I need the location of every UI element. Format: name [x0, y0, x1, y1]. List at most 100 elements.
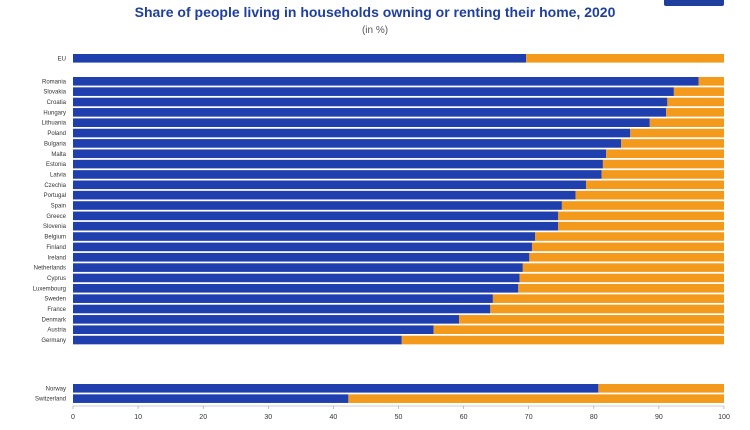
bar-tenant-romania: [698, 77, 724, 86]
x-tick-label: 20: [199, 414, 207, 421]
bar-owner-denmark: [73, 315, 460, 324]
chart-title: Share of people living in households own…: [134, 4, 616, 20]
bar-tenant-luxembourg: [518, 284, 724, 293]
bar-owner-slovakia: [73, 87, 674, 96]
category-label-slovakia: Slovakia: [43, 90, 66, 96]
bar-tenant-cyprus: [519, 273, 724, 283]
bar-owner-eu: [73, 54, 527, 63]
bar-owner-czechia: [73, 180, 586, 190]
x-tick-label: 30: [264, 414, 272, 421]
x-tick-label: 100: [718, 414, 730, 421]
bar-tenant-lithuania: [649, 118, 724, 127]
category-label-netherlands: Netherlands: [34, 266, 66, 272]
bar-owner-estonia: [73, 159, 603, 169]
category-label-malta: Malta: [51, 152, 66, 158]
category-label-norway: Norway: [46, 386, 66, 392]
bar-tenant-austria: [433, 325, 724, 334]
bar-owner-belgium: [73, 232, 536, 241]
category-label-bulgaria: Bulgaria: [44, 141, 67, 147]
bar-tenant-finland: [531, 242, 724, 252]
category-label-sweden: Sweden: [44, 297, 66, 303]
bar-tenant-eu: [526, 54, 724, 63]
bar-tenant-latvia: [601, 170, 724, 179]
x-tick-label: 90: [655, 414, 663, 421]
category-label-ireland: Ireland: [48, 255, 66, 261]
bar-owner-finland: [73, 242, 532, 252]
bar-owner-netherlands: [73, 263, 523, 272]
bar-owner-bulgaria: [73, 139, 622, 148]
bar-owner-sweden: [73, 294, 493, 303]
bar-tenant-france: [490, 304, 724, 314]
category-label-portugal: Portugal: [44, 193, 66, 199]
bar-tenant-estonia: [602, 159, 724, 169]
category-label-eu: EU: [58, 56, 66, 62]
category-label-latvia: Latvia: [50, 172, 67, 178]
category-label-luxembourg: Luxembourg: [33, 286, 66, 292]
bar-tenant-switzerland: [348, 394, 724, 403]
eurostat-logo: [664, 0, 724, 6]
bar-owner-slovenia: [73, 221, 558, 231]
bar-tenant-denmark: [459, 315, 724, 324]
category-label-czechia: Czechia: [44, 183, 66, 189]
category-label-finland: Finland: [46, 245, 66, 251]
category-label-romania: Romania: [42, 79, 67, 85]
bar-owner-switzerland: [73, 394, 349, 403]
bar-tenant-netherlands: [522, 263, 724, 272]
bar-owner-croatia: [73, 97, 668, 107]
bar-owner-ireland: [73, 252, 530, 262]
bar-tenant-bulgaria: [621, 139, 724, 148]
x-tick-label: 60: [460, 414, 468, 421]
category-label-belgium: Belgium: [44, 235, 66, 241]
bar-tenant-portugal: [575, 190, 724, 200]
category-label-cyprus: Cyprus: [47, 276, 66, 282]
x-tick-label: 40: [330, 414, 338, 421]
category-label-lithuania: Lithuania: [42, 121, 67, 127]
category-label-austria: Austria: [47, 328, 66, 334]
bar-tenant-norway: [598, 384, 724, 393]
bar-tenant-poland: [630, 128, 724, 138]
bar-owner-latvia: [73, 170, 602, 179]
bar-owner-poland: [73, 128, 631, 138]
category-label-estonia: Estonia: [46, 162, 67, 168]
bar-tenant-czechia: [585, 180, 724, 190]
x-tick-label: 0: [71, 414, 75, 421]
category-label-france: France: [47, 307, 66, 313]
x-tick-label: 70: [525, 414, 533, 421]
bar-owner-france: [73, 304, 491, 314]
bar-owner-spain: [73, 201, 562, 210]
bar-owner-germany: [73, 335, 402, 345]
bar-tenant-malta: [606, 149, 724, 159]
category-label-greece: Greece: [46, 214, 66, 220]
bar-tenant-slovakia: [673, 87, 724, 96]
category-label-hungary: Hungary: [43, 110, 66, 116]
bar-owner-norway: [73, 384, 599, 393]
category-label-denmark: Denmark: [42, 317, 67, 323]
bar-tenant-germany: [401, 335, 724, 345]
x-tick-label: 50: [395, 414, 403, 421]
x-tick-label: 10: [134, 414, 142, 421]
bar-owner-hungary: [73, 108, 667, 117]
bar-tenant-belgium: [535, 232, 724, 241]
bar-owner-cyprus: [73, 273, 520, 283]
x-tick-label: 80: [590, 414, 598, 421]
bar-tenant-spain: [561, 201, 724, 210]
bar-owner-austria: [73, 325, 434, 334]
category-label-spain: Spain: [51, 204, 66, 210]
bar-owner-luxembourg: [73, 284, 519, 293]
bar-owner-romania: [73, 77, 699, 86]
category-label-germany: Germany: [41, 338, 66, 344]
bar-tenant-slovenia: [557, 221, 724, 231]
category-label-poland: Poland: [47, 131, 66, 137]
bar-owner-malta: [73, 149, 607, 159]
bar-tenant-croatia: [667, 97, 724, 107]
category-label-slovenia: Slovenia: [43, 224, 67, 230]
bar-tenant-ireland: [529, 252, 724, 262]
bar-tenant-sweden: [492, 294, 724, 303]
bar-owner-lithuania: [73, 118, 650, 127]
bar-owner-portugal: [73, 190, 576, 200]
bar-tenant-greece: [557, 211, 724, 221]
bar-tenant-hungary: [666, 108, 724, 117]
category-label-croatia: Croatia: [47, 100, 67, 106]
bar-owner-greece: [73, 211, 558, 221]
